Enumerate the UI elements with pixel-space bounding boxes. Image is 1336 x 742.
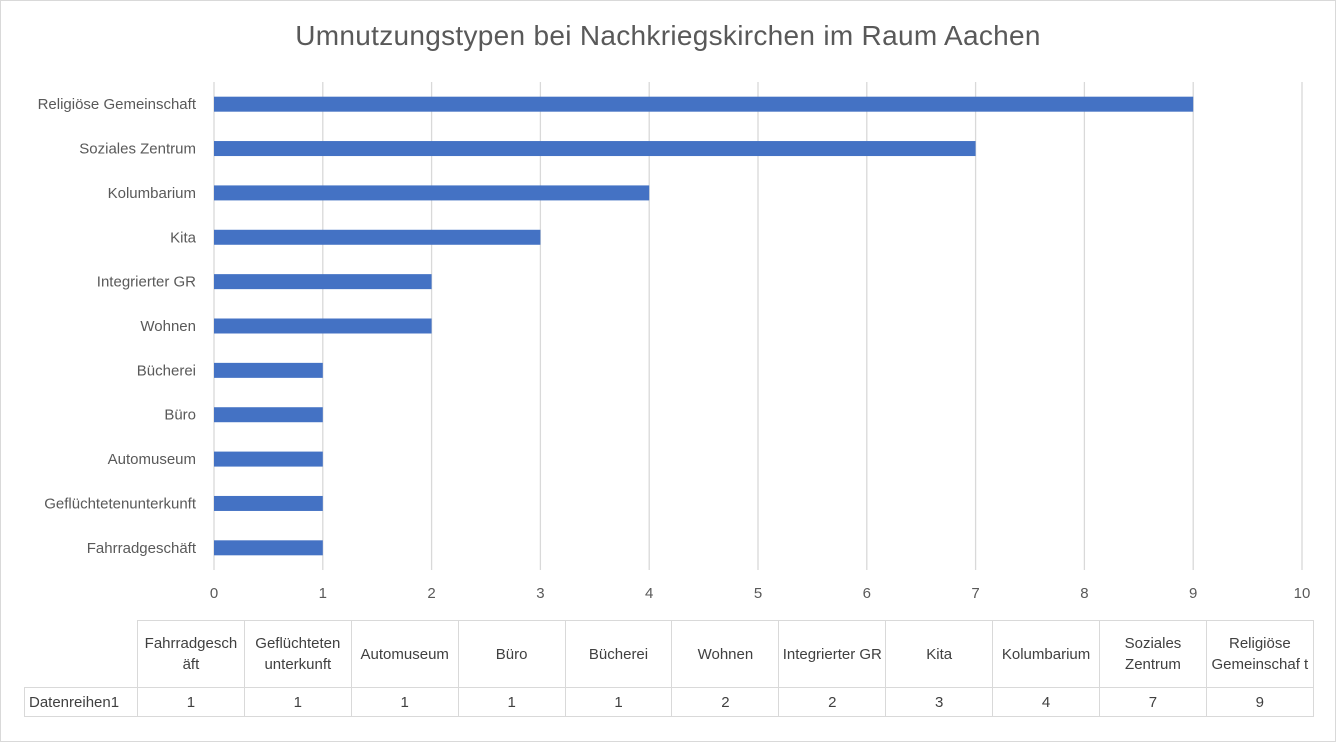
data-table-value-cell: 1 [137,687,245,717]
data-table-value-cell: 1 [243,687,352,717]
x-tick-label: 2 [427,585,435,602]
data-table-header-cell: Religiöse Gemeinschaf t [1205,620,1314,688]
bar [214,141,976,157]
x-tick-label: 7 [971,585,979,602]
bar [214,540,323,556]
data-table-header-row: Fahrradgesch äft Geflüchteten unterkunft A… [24,620,1314,688]
x-tick-labels: 0 1 2 3 4 5 6 7 8 9 10 [210,585,1311,602]
bar [214,229,541,245]
bars [214,96,1194,556]
x-tick-label: 4 [645,585,653,602]
data-table-value-cell: 1 [564,687,673,717]
category-label: Büro [164,407,196,424]
category-label: Geflüchtetenunterkunft [44,495,197,512]
gridlines [213,82,1303,570]
data-table-header-cell: Büro [457,620,566,688]
bar [214,495,323,511]
x-tick-label: 6 [863,585,871,602]
data-table-header-cell: Kolumbarium [992,620,1101,688]
data-table-header-cell: Automuseum [350,620,459,688]
category-label: Kolumbarium [108,185,196,202]
data-table-value-cell: 4 [992,687,1101,717]
bar [214,362,323,378]
data-table-header-cell: Kita [885,620,994,688]
data-table-value-cell: 9 [1205,687,1314,717]
data-table-header-cell: Geflüchteten unterkunft [243,620,352,688]
data-table: Fahrradgesch äft Geflüchteten unterkunft A… [24,620,1314,717]
category-labels: Fahrradgeschäft Geflüchtetenunterkunft Aut… [38,96,197,557]
x-tick-label: 10 [1294,585,1311,602]
bar [214,318,432,334]
x-tick-label: 1 [319,585,327,602]
data-table-header-cell: Soziales Zentrum [1099,620,1207,688]
bar [214,451,323,467]
category-label: Integrierter GR [97,274,196,291]
data-table-header-cell: Bücherei [564,620,673,688]
data-table-header-cell: Wohnen [671,620,780,688]
x-tick-label: 3 [536,585,544,602]
bar [214,96,1194,112]
x-tick-label: 5 [754,585,762,602]
category-label: Religiöse Gemeinschaft [38,96,197,113]
category-label: Automuseum [108,451,196,468]
data-table-header-cell: Integrierter GR [778,620,887,688]
data-table-corner [24,620,138,688]
bar [214,274,432,290]
data-table-value-cell: 2 [671,687,780,717]
category-label: Soziales Zentrum [79,141,196,158]
data-table-value-cell: 1 [350,687,459,717]
data-table-value-cell: 2 [778,687,887,717]
x-tick-label: 9 [1189,585,1197,602]
data-table-value-cell: 7 [1099,687,1207,717]
category-label: Kita [170,229,197,246]
bar [214,407,323,423]
x-tick-label: 8 [1080,585,1088,602]
category-label: Wohnen [140,318,196,335]
category-label: Bücherei [137,362,196,379]
data-table-value-cell: 3 [885,687,994,717]
category-label: Fahrradgeschäft [87,540,197,557]
x-tick-label: 0 [210,585,218,602]
data-table-value-cell: 1 [457,687,566,717]
data-table-header-cell: Fahrradgesch äft [137,620,245,688]
data-table-series-label: Datenreihen1 [24,687,138,717]
chart-title: Umnutzungstypen bei Nachkriegskirchen im… [295,20,1041,51]
bar [214,185,650,201]
